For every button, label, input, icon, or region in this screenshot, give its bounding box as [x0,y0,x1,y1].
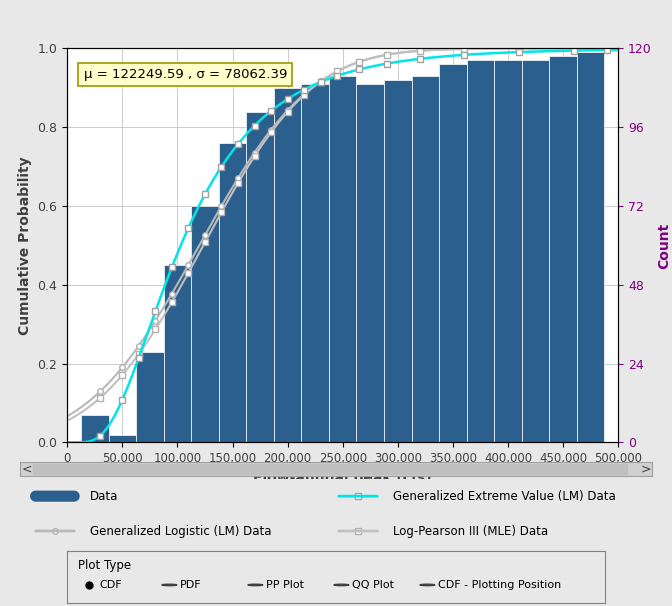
Bar [164,265,191,442]
Text: QQ Plot: QQ Plot [352,580,394,590]
Bar [466,61,494,442]
Text: <: < [22,462,32,476]
Bar [521,61,550,442]
Y-axis label: Cumulative Probability: Cumulative Probability [18,156,32,335]
Text: Log-Pearson III (MLE) Data: Log-Pearson III (MLE) Data [393,525,548,538]
Bar [494,61,521,442]
Bar [549,56,577,442]
Text: Generalized Extreme Value (LM) Data: Generalized Extreme Value (LM) Data [393,490,616,502]
Bar [329,76,356,442]
Bar [136,351,163,442]
Bar [191,206,218,442]
Bar [246,112,274,442]
X-axis label: Flow-annual peak (cfs): Flow-annual peak (cfs) [253,471,432,485]
Bar [384,80,411,442]
Bar [274,88,301,442]
Text: μ = 122249.59 , σ = 78062.39: μ = 122249.59 , σ = 78062.39 [84,68,287,81]
Text: CDF - Plotting Position: CDF - Plotting Position [438,580,561,590]
Bar [33,464,626,474]
Bar [108,435,136,442]
Text: PP Plot: PP Plot [266,580,304,590]
Text: Data: Data [89,490,118,502]
Text: PDF: PDF [180,580,202,590]
Bar [411,76,439,442]
Bar [81,415,108,442]
Bar [439,64,466,442]
Text: Plot Type: Plot Type [78,559,131,572]
Bar [577,53,604,442]
Text: >: > [640,462,650,476]
Bar [218,143,246,442]
Text: CDF: CDF [99,580,122,590]
Text: Generalized Logistic (LM) Data: Generalized Logistic (LM) Data [89,525,271,538]
Bar [301,84,329,442]
Y-axis label: Count: Count [657,222,671,268]
Bar [356,84,384,442]
